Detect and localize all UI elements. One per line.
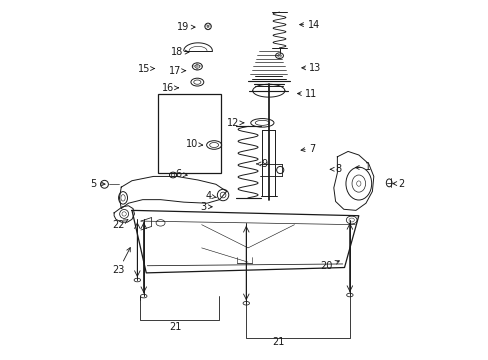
Text: 3: 3 (200, 202, 212, 212)
Text: 4: 4 (205, 191, 216, 201)
Text: 12: 12 (226, 118, 244, 128)
Text: 9: 9 (256, 159, 266, 169)
Text: 1: 1 (355, 162, 370, 172)
Text: 18: 18 (170, 47, 188, 57)
Text: 10: 10 (185, 139, 202, 149)
Text: 16: 16 (161, 83, 178, 93)
Text: 7: 7 (301, 144, 315, 154)
Text: 22: 22 (112, 220, 128, 230)
Text: 5: 5 (90, 179, 105, 189)
Text: 14: 14 (299, 19, 319, 30)
Text: 19: 19 (177, 22, 195, 32)
Text: 15: 15 (137, 64, 154, 73)
Text: 11: 11 (297, 89, 316, 99)
Text: 21: 21 (271, 337, 284, 347)
Text: 23: 23 (112, 248, 130, 275)
Text: 20: 20 (320, 261, 339, 271)
Bar (158, 94, 220, 173)
Text: 17: 17 (168, 66, 185, 76)
Text: 8: 8 (329, 164, 341, 174)
Text: 21: 21 (169, 322, 182, 332)
Text: 6: 6 (175, 169, 187, 179)
Text: 2: 2 (392, 179, 404, 189)
Text: 13: 13 (301, 63, 321, 73)
